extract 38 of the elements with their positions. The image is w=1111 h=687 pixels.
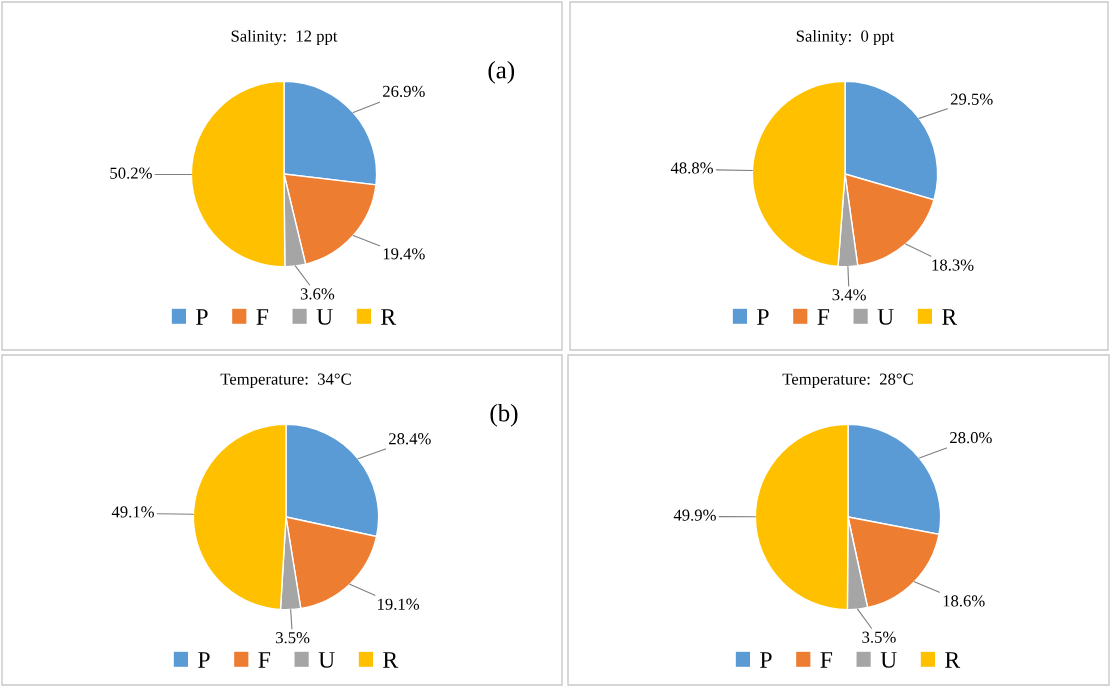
- data-label: 18.3%: [932, 259, 974, 271]
- data-label: 49.9%: [673, 509, 716, 521]
- data-label: 3.5%: [862, 631, 896, 643]
- legend-label: P: [198, 652, 210, 668]
- data-label: 28.0%: [950, 431, 992, 444]
- data-label: 18.6%: [943, 595, 985, 607]
- legend-label: F: [820, 652, 833, 668]
- data-label: 49.1%: [111, 506, 154, 518]
- legend-label: R: [383, 652, 399, 668]
- data-label: 50.2%: [110, 167, 152, 179]
- legend-label: F: [256, 309, 269, 325]
- legend-label: R: [381, 309, 397, 325]
- legend-label: U: [316, 309, 333, 325]
- data-label: 29.5%: [950, 93, 993, 105]
- text: (a): [488, 60, 515, 84]
- legend-label: P: [196, 309, 208, 325]
- data-label: 48.8%: [670, 162, 713, 174]
- chart-title: Temperature: 34°C: [220, 373, 351, 389]
- legend-label: U: [318, 652, 335, 668]
- data-label: 3.5%: [276, 632, 310, 644]
- legend-label: R: [945, 652, 961, 668]
- legend-label: P: [760, 652, 772, 668]
- legend-label: F: [258, 652, 271, 668]
- data-label: 3.4%: [832, 289, 866, 301]
- data-label: 3.6%: [300, 288, 335, 300]
- chart-title: Salinity: 0 ppt: [796, 29, 895, 46]
- data-label: 26.9%: [383, 85, 425, 98]
- chart-title: Temperature: 28°C: [782, 373, 913, 389]
- legend-label: R: [942, 309, 958, 325]
- text: (b): [490, 403, 518, 427]
- data-label: 19.1%: [378, 598, 420, 610]
- data-label: 19.4%: [383, 248, 425, 260]
- chart-title: Salinity: 12 ppt: [231, 29, 338, 46]
- legend-label: U: [880, 652, 897, 668]
- legend-label: F: [817, 309, 830, 325]
- data-label: 28.4%: [389, 433, 431, 445]
- legend-label: P: [757, 309, 769, 325]
- legend-label: U: [877, 309, 894, 325]
